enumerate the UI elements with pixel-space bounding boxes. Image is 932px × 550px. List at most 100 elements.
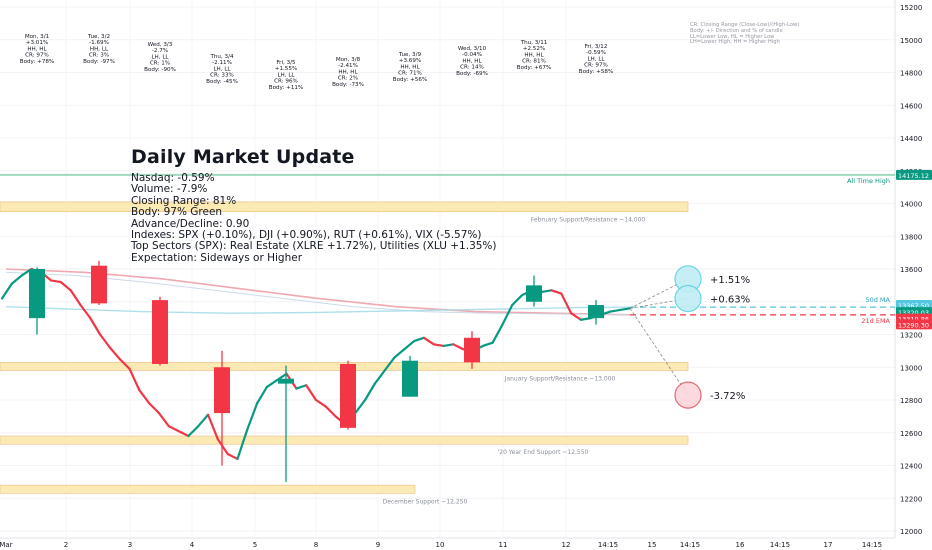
price-segment	[422, 336, 435, 346]
price-segment	[59, 281, 72, 292]
candle-annotation: Fri, 3/12	[585, 44, 608, 50]
zone-label: February Support/Resistance ~14,000	[531, 217, 646, 224]
candle-annotation: +3.01%	[26, 40, 48, 46]
candle-body	[152, 300, 168, 364]
price-segment	[256, 385, 269, 405]
candle-annotation: Fri, 3/5	[276, 60, 296, 66]
candle-body	[526, 285, 542, 302]
zone-label: December Support ~12,250	[383, 498, 468, 505]
price-segment	[324, 405, 337, 418]
price-segment	[314, 398, 327, 408]
price-segment	[383, 356, 396, 372]
zone-label: January Support/Resistance ~13,000	[504, 376, 616, 383]
price-tick-label: 13200	[900, 332, 922, 340]
price-segment	[216, 438, 229, 456]
time-tick-label: 14:15	[862, 541, 882, 549]
candle-body	[340, 363, 356, 428]
support-zone	[0, 484, 416, 494]
price-segment	[10, 274, 23, 285]
price-segment	[265, 379, 278, 388]
ath-tag	[896, 169, 932, 180]
candle-annotation: -2.41%	[338, 63, 358, 69]
candle-annotation: -2.11%	[212, 60, 232, 66]
price-segment	[246, 402, 259, 431]
time-tick-label: 3	[128, 541, 132, 549]
time-tick-label: 14:15	[598, 541, 618, 549]
price-tick-label: 12600	[900, 430, 922, 438]
candle-annotation: +3.69%	[399, 58, 421, 64]
price-segment	[138, 389, 151, 405]
projection-circle	[674, 381, 702, 409]
legend-line: CR: Closing Range (Close-Low)/(High-Low)	[690, 22, 800, 28]
price-segment	[108, 346, 121, 361]
ma50-label: 50d MA	[865, 296, 890, 304]
price-segment	[570, 312, 583, 321]
candle-annotation: CR: 33%	[210, 73, 234, 79]
price-segment	[354, 398, 367, 415]
candle-annotation: HH, HL	[400, 64, 420, 70]
price-tag-label: 13367.50	[898, 302, 929, 310]
ema21-line	[5, 271, 631, 316]
price-segment	[491, 323, 504, 344]
candle-annotation: CR: 1%	[150, 61, 170, 67]
price-segment	[560, 292, 573, 315]
candle-annotation: Mon, 3/8	[336, 57, 361, 63]
price-segment	[148, 402, 161, 415]
projection-label: +0.63%	[710, 294, 750, 305]
stat-line: Nasdaq: -0.59%	[131, 172, 215, 184]
price-tag-label: 13320.03	[898, 309, 929, 317]
candle-annotation: CR: 96%	[274, 79, 298, 85]
time-tick-label: Mar	[0, 541, 13, 549]
candle-annotation: Thu, 3/11	[520, 40, 548, 46]
price-segment	[373, 369, 386, 385]
price-segment	[511, 294, 524, 307]
candle-body	[464, 337, 480, 363]
time-tick-label: 8	[314, 541, 318, 549]
candle-annotation: CR: 14%	[460, 65, 484, 71]
time-axis: Mar 2 3 4 5 8 9 10 11 12 14:15 15 14:15 16 14:15 17 14:1…	[0, 537, 895, 549]
price-segment	[609, 308, 622, 313]
price-tag-label: 13290.30	[898, 321, 929, 329]
candle-annotation: -2.7%	[152, 48, 168, 54]
time-tick-label: 10	[436, 541, 445, 549]
candle-body	[214, 367, 230, 414]
price-tick-label: 14000	[900, 201, 922, 209]
ath-tag-label: 14175.12	[898, 172, 929, 180]
candle-annotation: LH, LL	[213, 66, 231, 72]
candle-annotation: Wed, 3/10	[458, 46, 487, 52]
price-segment	[177, 430, 190, 438]
candle-annotation: Body: +58%	[579, 69, 614, 75]
time-tick-label: 12	[562, 541, 571, 549]
candle-annotation: Wed, 3/3	[148, 42, 173, 48]
stat-line: Indexes: SPX (+0.10%), DJI (+0.90%), RUT…	[131, 229, 482, 242]
chart-grid	[0, 0, 896, 538]
price-segment	[619, 307, 632, 312]
ath-label: All Time High	[847, 177, 890, 185]
candle-annotation: CR: 2%	[338, 76, 358, 82]
candle-annotation: Body: -73%	[332, 82, 364, 88]
candle-body	[91, 265, 107, 304]
candle-annotation: -1.69%	[89, 40, 109, 46]
ma50-line	[5, 305, 631, 314]
time-tick-label: 9	[376, 541, 380, 549]
price-tick-label: 13800	[900, 233, 922, 241]
candle-annotation: Thu, 3/4	[209, 54, 234, 60]
stats-box: Nasdaq: -0.59% Volume: -7.9% Closing Range…	[131, 172, 497, 264]
price-segment	[236, 428, 249, 461]
stat-line: Closing Range: 81%	[131, 194, 237, 207]
price-segment	[206, 413, 219, 441]
candle-annotation: Body: -97%	[83, 59, 115, 65]
zone-label: '20 Year End Support ~12,550	[498, 449, 589, 456]
candle-annotation: +1.55%	[275, 66, 297, 72]
projection-line	[629, 278, 689, 309]
price-segment	[187, 425, 200, 438]
price-segment	[363, 382, 376, 402]
price-segment	[226, 452, 239, 461]
candle-annotation: Body: +67%	[517, 65, 552, 71]
price-tick-label: 13600	[900, 266, 922, 274]
candle-annotation: CR: 97%	[584, 63, 608, 69]
